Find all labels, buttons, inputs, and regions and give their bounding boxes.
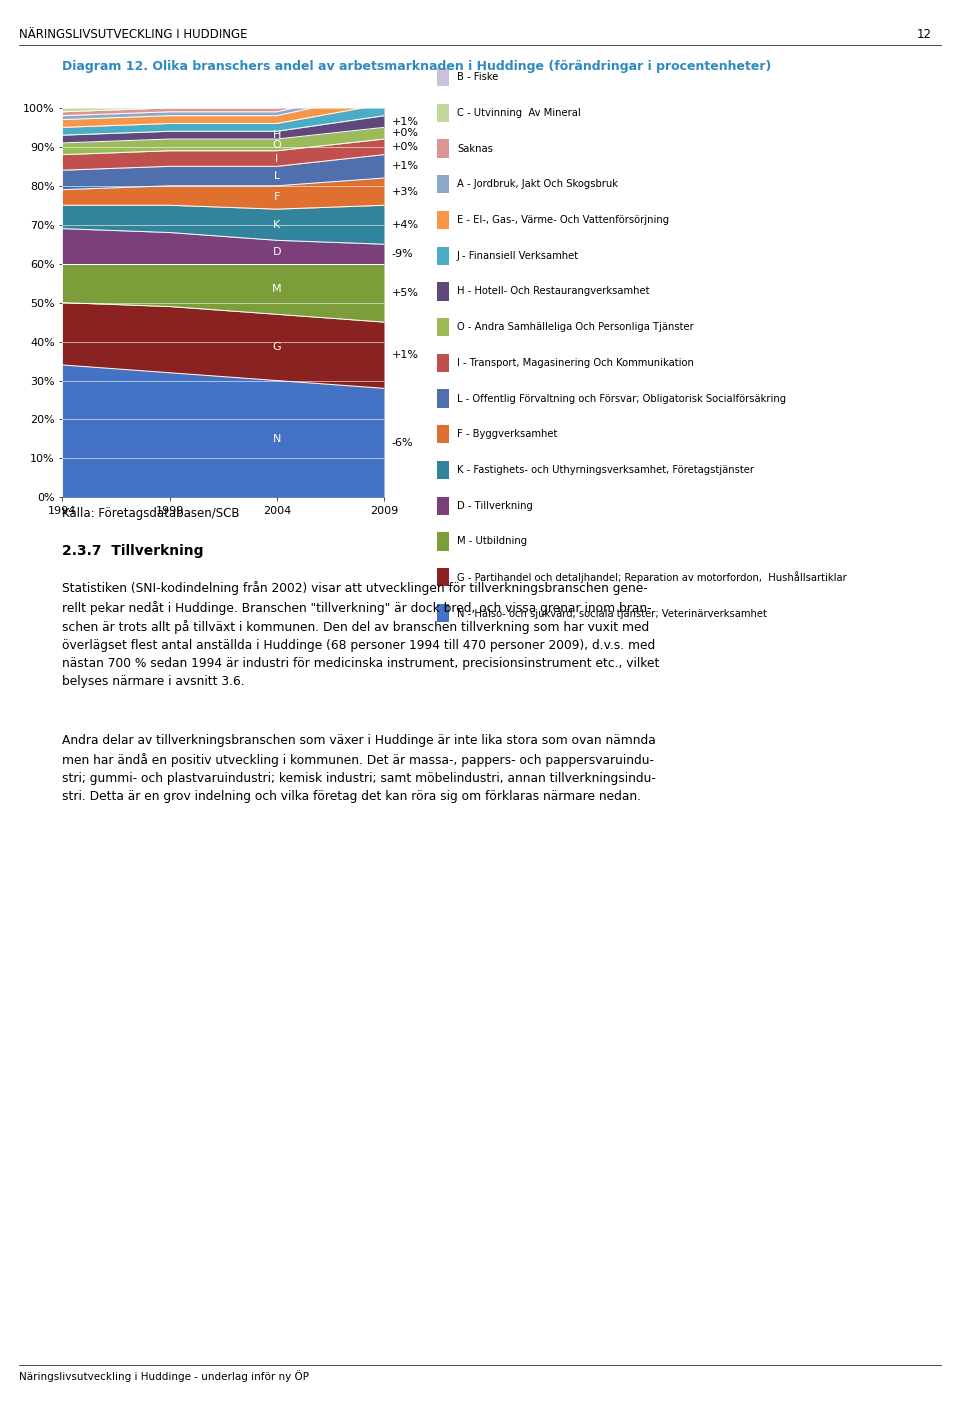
Text: O: O — [273, 140, 281, 150]
Text: +4%: +4% — [392, 220, 419, 230]
Text: Näringslivsutveckling i Huddinge - underlag inför ny ÖP: Näringslivsutveckling i Huddinge - under… — [19, 1370, 309, 1381]
Text: O - Andra Samhälleliga Och Personliga Tjänster: O - Andra Samhälleliga Och Personliga Tj… — [457, 322, 694, 332]
Text: +0%: +0% — [392, 129, 419, 139]
Text: Saknas: Saknas — [457, 143, 492, 154]
Text: +0%: +0% — [392, 142, 419, 151]
Text: K - Fastighets- och Uthyrningsverksamhet, Företagstjänster: K - Fastighets- och Uthyrningsverksamhet… — [457, 465, 754, 475]
Text: +5%: +5% — [392, 287, 419, 298]
Text: H - Hotell- Och Restaurangverksamhet: H - Hotell- Och Restaurangverksamhet — [457, 286, 650, 297]
Text: +1%: +1% — [392, 161, 419, 171]
Text: N - Hälso- och sjukvård, sociala tjänster; Veterinärverksamhet: N - Hälso- och sjukvård, sociala tjänste… — [457, 607, 767, 619]
Text: +1%: +1% — [392, 116, 419, 126]
Text: -6%: -6% — [392, 439, 414, 448]
Text: N: N — [273, 434, 281, 444]
Text: -9%: -9% — [392, 249, 414, 259]
Text: H: H — [273, 130, 281, 140]
Text: Andra delar av tillverkningsbranschen som växer i Huddinge är inte lika stora so: Andra delar av tillverkningsbranschen so… — [62, 734, 657, 803]
Text: NÄRINGSLIVSUTVECKLING I HUDDINGE: NÄRINGSLIVSUTVECKLING I HUDDINGE — [19, 28, 248, 41]
Text: A - Jordbruk, Jakt Och Skogsbruk: A - Jordbruk, Jakt Och Skogsbruk — [457, 179, 618, 189]
Text: J - Finansiell Verksamhet: J - Finansiell Verksamhet — [457, 251, 579, 261]
Text: I: I — [276, 154, 278, 164]
Text: C - Utvinning  Av Mineral: C - Utvinning Av Mineral — [457, 108, 581, 118]
Text: L - Offentlig Förvaltning och Försvar; Obligatorisk Socialförsäkring: L - Offentlig Förvaltning och Försvar; O… — [457, 394, 786, 403]
Text: E - El-, Gas-, Värme- Och Vattenförsörjning: E - El-, Gas-, Värme- Och Vattenförsörjn… — [457, 214, 669, 226]
Text: G: G — [273, 342, 281, 353]
Text: I - Transport, Magasinering Och Kommunikation: I - Transport, Magasinering Och Kommunik… — [457, 357, 694, 368]
Text: Statistiken (SNI-kodindelning från 2002) visar att utvecklingen för tillverkning: Statistiken (SNI-kodindelning från 2002)… — [62, 581, 660, 688]
Text: K: K — [274, 220, 280, 230]
Text: F - Byggverksamhet: F - Byggverksamhet — [457, 429, 558, 440]
Text: F: F — [274, 192, 280, 203]
Text: M - Utbildning: M - Utbildning — [457, 537, 527, 546]
Text: L: L — [274, 171, 280, 181]
Text: Källa: Företagsdatabasen/SCB: Källa: Företagsdatabasen/SCB — [62, 507, 240, 520]
Text: 12: 12 — [916, 28, 931, 41]
Text: D: D — [273, 247, 281, 256]
Text: G - Partihandel och detaljhandel; Reparation av motorfordon,  Hushållsartiklar: G - Partihandel och detaljhandel; Repara… — [457, 572, 847, 583]
Text: B - Fiske: B - Fiske — [457, 71, 498, 83]
Text: D - Tillverkning: D - Tillverkning — [457, 500, 533, 511]
Text: +3%: +3% — [392, 186, 419, 196]
Text: Diagram 12. Olika branschers andel av arbetsmarknaden i Huddinge (förändringar i: Diagram 12. Olika branschers andel av ar… — [62, 60, 772, 73]
Text: +1%: +1% — [392, 350, 419, 360]
Text: 2.3.7  Tillverkning: 2.3.7 Tillverkning — [62, 544, 204, 558]
Text: M: M — [272, 284, 281, 294]
